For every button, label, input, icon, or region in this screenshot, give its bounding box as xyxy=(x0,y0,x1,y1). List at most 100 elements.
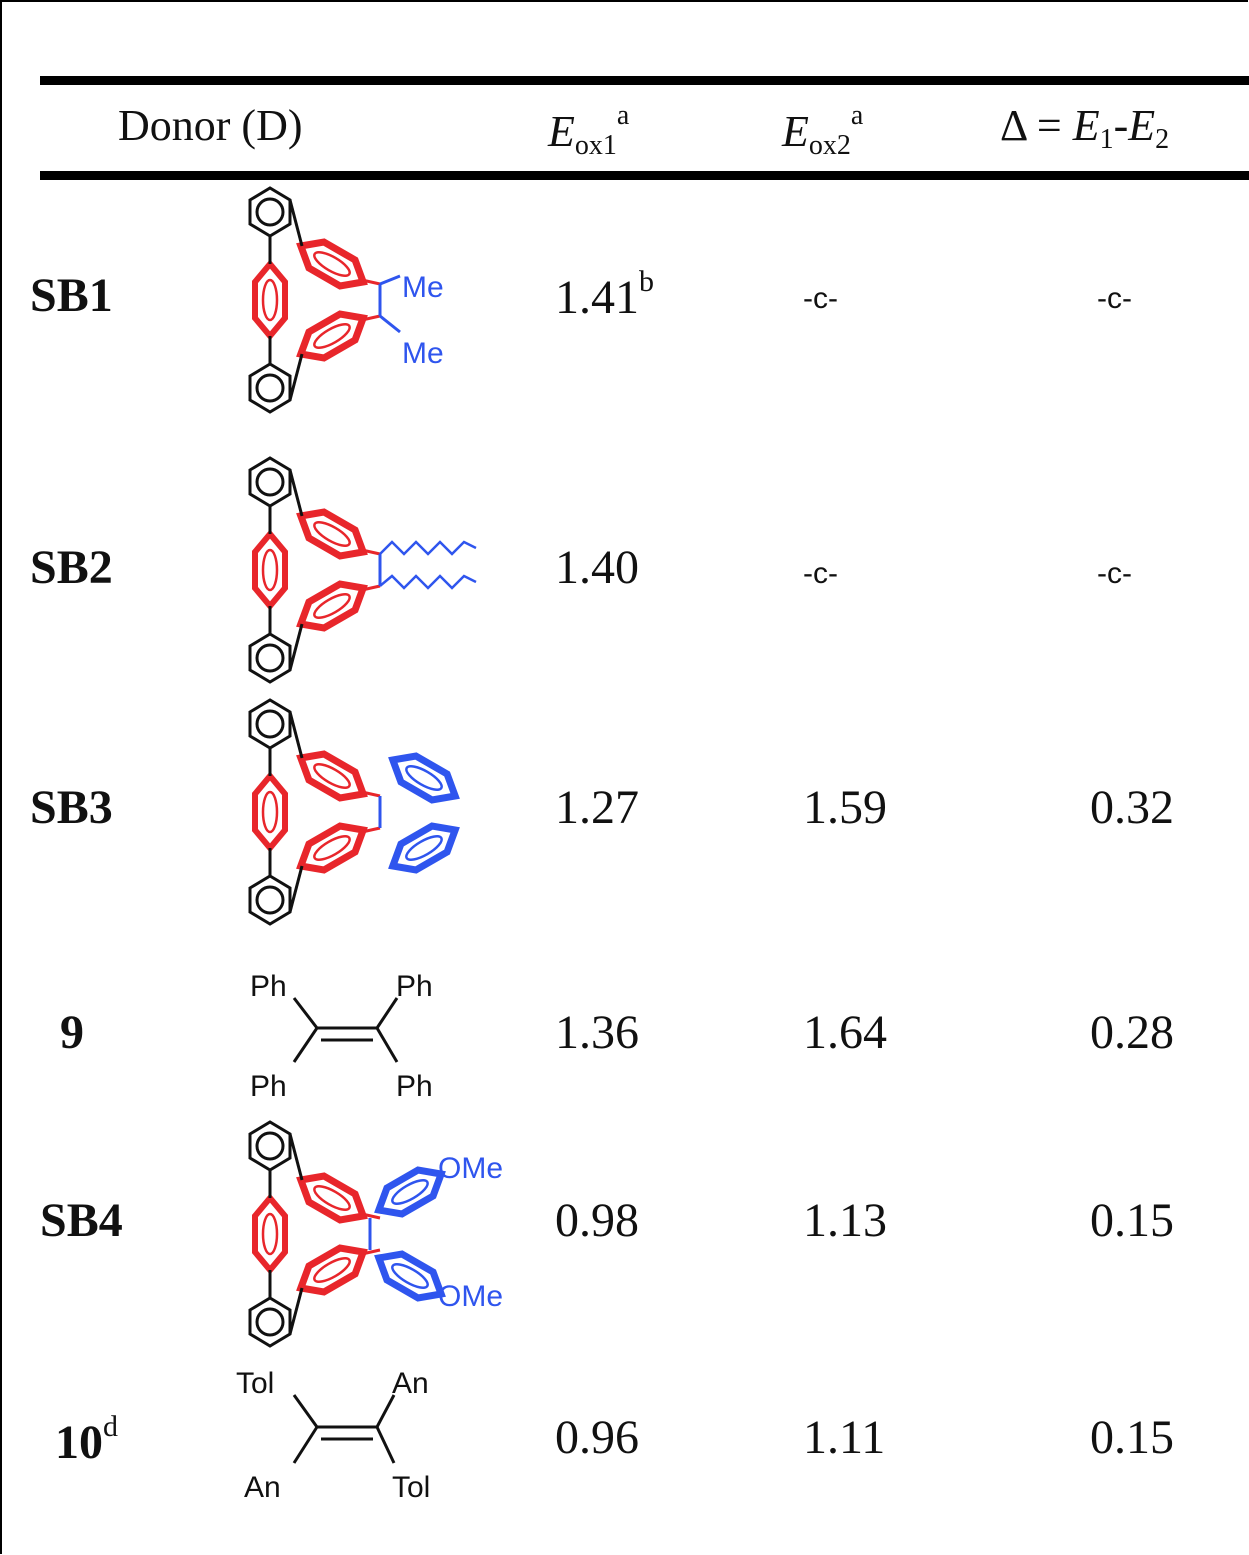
substituent-label: Ph xyxy=(396,1070,433,1103)
benzene-ring-top xyxy=(248,698,292,750)
header-delta: Δ = E1-E2 xyxy=(1000,100,1169,156)
upper-ring xyxy=(296,1172,368,1224)
header-delta-e1-sub: 1 xyxy=(1099,124,1114,155)
bond xyxy=(361,1212,381,1220)
bond xyxy=(375,997,399,1029)
benzene-ring-bottom xyxy=(248,362,292,414)
lower-ring xyxy=(296,310,368,362)
eox2-value: 1.11 xyxy=(803,1411,886,1464)
header-donor: Donor (D) xyxy=(118,101,303,150)
delta-value: -c- xyxy=(1097,557,1132,590)
phenyl-ring-upper xyxy=(388,752,460,804)
bond xyxy=(292,1027,319,1063)
header-delta-e1: E xyxy=(1072,101,1100,150)
structure-sb4: OMe OMe xyxy=(248,1120,503,1348)
header-delta-prefix: Δ = xyxy=(1000,101,1073,150)
benzene-ring-bottom xyxy=(248,632,292,684)
eox1-value: 0.96 xyxy=(555,1411,639,1464)
header-eox2-symbol: E xyxy=(782,107,809,156)
scaffold xyxy=(248,456,381,684)
anisyl-ring-upper xyxy=(374,1166,446,1218)
eox1-value: 1.36 xyxy=(555,1006,639,1059)
eox1-value: 1.41b xyxy=(555,265,654,325)
eox1-value: 1.27 xyxy=(555,781,639,834)
structure-9: Ph Ph Ph Ph xyxy=(250,970,433,1103)
delta-value: -c- xyxy=(1097,282,1132,315)
row-label-text: 10 xyxy=(55,1416,103,1469)
methyl-bond xyxy=(379,314,401,334)
bond xyxy=(361,826,381,834)
bond xyxy=(288,1287,304,1335)
scaffold xyxy=(248,1120,381,1348)
header-eox1-symbol: E xyxy=(548,107,575,156)
benzene-ring-top xyxy=(248,456,292,508)
methyl-bond xyxy=(379,274,401,286)
bond xyxy=(292,997,319,1029)
eox1-footnote: b xyxy=(639,265,654,298)
eox1-number: 1.41 xyxy=(555,271,639,324)
row-label: SB3 xyxy=(30,781,113,834)
structure-sb2 xyxy=(248,456,477,684)
benzene-ring-bottom xyxy=(248,874,292,926)
vertical-ring xyxy=(252,259,288,341)
bond xyxy=(288,623,304,671)
bond xyxy=(361,278,381,286)
header-eox1-sup: a xyxy=(616,100,630,131)
substituent-label: Me xyxy=(402,271,444,304)
row-label: SB2 xyxy=(30,541,113,594)
eox1-value: 0.98 xyxy=(555,1194,639,1247)
bond xyxy=(361,584,381,592)
eox2-value: -c- xyxy=(803,282,838,315)
lower-ring xyxy=(296,1244,368,1296)
alkyl-chain xyxy=(379,574,477,590)
bond xyxy=(288,353,304,401)
bond xyxy=(288,711,304,759)
benzene-ring-bottom xyxy=(248,1296,292,1348)
benzene-ring-top xyxy=(248,1120,292,1172)
eox2-value: -c- xyxy=(803,557,838,590)
delta-value: 0.32 xyxy=(1090,781,1174,834)
anisyl-ring-lower xyxy=(374,1250,446,1302)
header-rule xyxy=(40,171,1249,180)
structure-sb1: Me Me xyxy=(248,186,444,414)
bond xyxy=(288,199,304,247)
upper-ring xyxy=(296,750,368,802)
eox1-value: 1.40 xyxy=(555,540,639,595)
bond xyxy=(375,1426,396,1464)
scaffold xyxy=(248,186,381,414)
bond xyxy=(375,1394,396,1428)
header-delta-e2-sub: 2 xyxy=(1155,124,1170,155)
structure-sb3 xyxy=(248,698,460,926)
structure-10: Tol An An Tol xyxy=(236,1367,430,1504)
substituent-label: An xyxy=(392,1367,429,1400)
substituent-label: Ph xyxy=(396,970,433,1003)
upper-ring xyxy=(296,508,368,560)
header-eox2: Eox2a xyxy=(782,100,863,162)
substituent-label: OMe xyxy=(438,1280,503,1313)
bond xyxy=(361,314,381,322)
header-eox2-sup: a xyxy=(850,100,864,131)
eox1-number: 1.40 xyxy=(555,541,639,594)
bond xyxy=(361,790,381,798)
substituent-label: Tol xyxy=(392,1471,430,1504)
row-label: SB1 xyxy=(30,269,113,322)
delta-value: 0.15 xyxy=(1090,1194,1174,1247)
eox2-value: 1.64 xyxy=(803,1006,887,1059)
top-rule xyxy=(40,76,1249,85)
bond xyxy=(288,1133,304,1181)
bond xyxy=(288,865,304,913)
phenyl-ring-lower xyxy=(388,822,460,874)
substituent-label: Tol xyxy=(236,1367,274,1400)
header-eox2-sub: ox2 xyxy=(808,130,851,161)
scaffold xyxy=(248,698,381,926)
substituent-label: Me xyxy=(402,337,444,370)
vertical-ring xyxy=(252,771,288,853)
lower-ring xyxy=(296,580,368,632)
row-label: 10d xyxy=(55,1410,118,1470)
upper-ring xyxy=(296,238,368,290)
header-delta-e2: E xyxy=(1128,101,1156,150)
header-eox1-sub: ox1 xyxy=(574,130,617,161)
lower-ring xyxy=(296,822,368,874)
delta-value: 0.28 xyxy=(1090,1006,1174,1059)
